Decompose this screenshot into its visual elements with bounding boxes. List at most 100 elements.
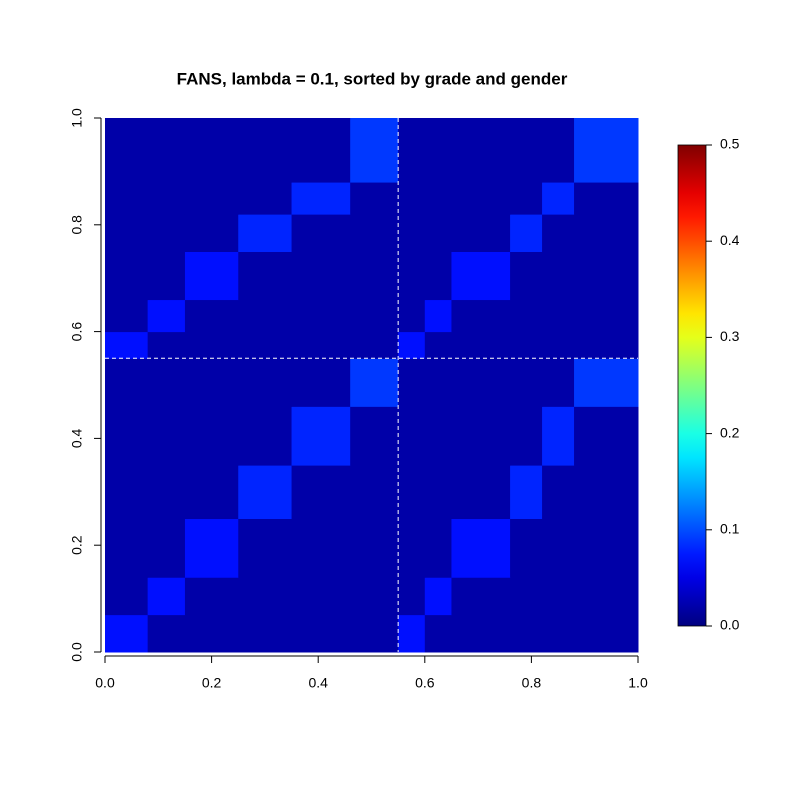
y-tick-label: 0.8	[69, 215, 85, 235]
heat-cell	[105, 299, 149, 333]
heat-cell	[398, 299, 426, 333]
heat-cell	[510, 358, 543, 407]
heat-cell	[574, 214, 639, 252]
heat-cell	[510, 251, 543, 301]
heat-cell	[238, 182, 293, 215]
heat-cell	[542, 118, 575, 183]
heat-cell	[424, 182, 452, 215]
heat-cell	[350, 358, 399, 407]
heat-cell	[238, 465, 293, 519]
heat-cell	[147, 614, 186, 653]
heat-cell	[542, 406, 575, 466]
heat-cell	[574, 614, 639, 653]
x-tick-label: 0.8	[522, 675, 542, 691]
heat-cell	[424, 614, 452, 653]
heat-cell	[574, 118, 639, 183]
heat-cell	[147, 331, 186, 359]
heat-cell	[105, 251, 149, 301]
heat-cell	[510, 182, 543, 215]
heat-cell	[105, 614, 149, 653]
heat-cell	[291, 465, 351, 519]
heat-cell	[147, 518, 186, 578]
heat-cell	[424, 465, 452, 519]
heat-cell	[451, 331, 511, 359]
y-tick-label: 1.0	[69, 108, 85, 128]
colorbar-tick-label: 0.3	[720, 328, 740, 344]
heat-cell	[350, 331, 399, 359]
heat-cell	[542, 614, 575, 653]
heat-cell	[238, 299, 293, 333]
heat-cell	[574, 406, 639, 466]
heat-cell	[398, 358, 426, 407]
heat-cell	[238, 331, 293, 359]
heat-cell	[105, 406, 149, 466]
heat-cell	[147, 118, 186, 183]
heat-cell	[574, 331, 639, 359]
x-tick-label: 0.0	[95, 675, 115, 691]
heat-cell	[451, 299, 511, 333]
heat-cell	[105, 465, 149, 519]
heat-cell	[542, 214, 575, 252]
heat-cell	[424, 577, 452, 616]
colorbar-tick-label: 0.0	[720, 617, 740, 633]
heat-cell	[238, 518, 293, 578]
heat-cell	[350, 182, 399, 215]
heat-cell	[184, 614, 239, 653]
heat-cell	[398, 465, 426, 519]
heat-cell	[451, 614, 511, 653]
heat-cell	[147, 465, 186, 519]
heat-cell	[147, 299, 186, 333]
heat-cell	[542, 251, 575, 301]
heat-cell	[424, 214, 452, 252]
heat-cell	[510, 518, 543, 578]
colorbar-tick-label: 0.5	[720, 136, 740, 152]
heat-cell	[424, 251, 452, 301]
heat-cell	[424, 358, 452, 407]
heat-cell	[510, 214, 543, 252]
y-tick-label: 0.4	[69, 428, 85, 448]
heat-cell	[238, 118, 293, 183]
heat-cell	[398, 214, 426, 252]
heat-cell	[350, 465, 399, 519]
x-tick-label: 0.6	[415, 675, 435, 691]
heat-cell	[398, 577, 426, 616]
heat-cell	[451, 465, 511, 519]
heat-cell	[424, 118, 452, 183]
heat-cell	[424, 299, 452, 333]
colorbar-tick-label: 0.1	[720, 521, 740, 537]
heat-cell	[147, 358, 186, 407]
colorbar-tick-label: 0.4	[720, 232, 740, 248]
y-tick-label: 0.6	[69, 322, 85, 342]
heat-cell	[291, 331, 351, 359]
heat-cell	[451, 214, 511, 252]
heat-cell	[451, 406, 511, 466]
chart-title: FANS, lambda = 0.1, sorted by grade and …	[177, 69, 568, 88]
heat-cell	[105, 518, 149, 578]
heat-cell	[291, 182, 351, 215]
heat-cell	[574, 299, 639, 333]
heat-cell	[510, 118, 543, 183]
heat-cell	[105, 118, 149, 183]
heat-cell	[291, 118, 351, 183]
heat-cell	[184, 406, 239, 466]
heat-cell	[184, 299, 239, 333]
heat-cell	[291, 406, 351, 466]
heat-cell	[184, 577, 239, 616]
heat-cell	[184, 182, 239, 215]
heat-cell	[105, 182, 149, 215]
heat-cell	[510, 406, 543, 466]
heat-cell	[291, 358, 351, 407]
heat-cell	[238, 214, 293, 252]
heat-cell	[350, 518, 399, 578]
heat-cell	[424, 518, 452, 578]
heat-cell	[510, 465, 543, 519]
heat-cell	[238, 577, 293, 616]
heat-cell	[574, 182, 639, 215]
heat-cell	[238, 251, 293, 301]
heat-cell	[184, 331, 239, 359]
y-tick-label: 0.0	[69, 642, 85, 662]
heat-cell	[238, 358, 293, 407]
heat-cell	[451, 518, 511, 578]
heat-cell	[350, 614, 399, 653]
